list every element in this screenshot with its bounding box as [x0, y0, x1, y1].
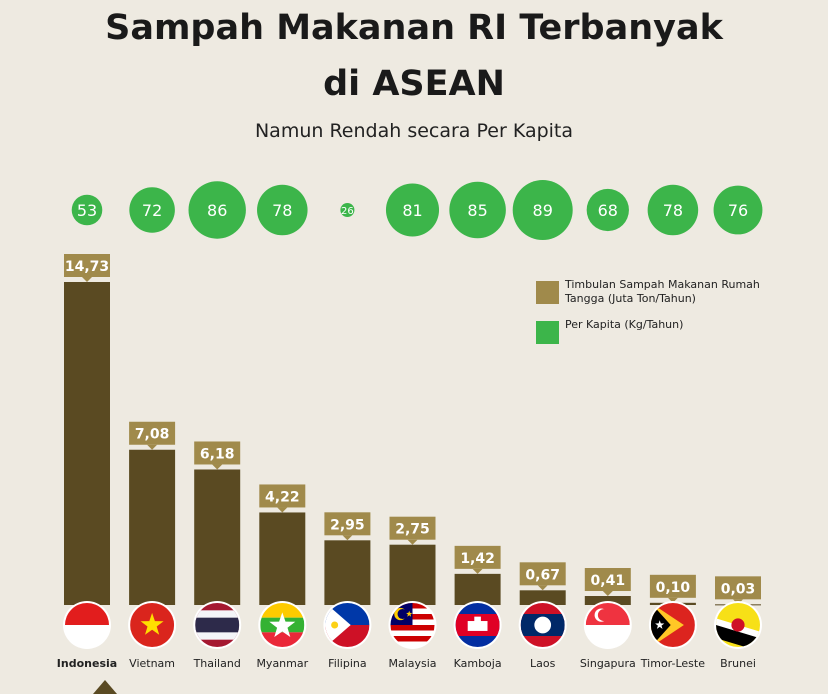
- bar-value-label-kamboja: 1,42: [460, 551, 495, 567]
- per-capita-bubble-vietnam: [129, 187, 175, 233]
- chart-legend: Timbulan Sampah Makanan Rumah Tangga (Ju…: [536, 278, 796, 356]
- per-capita-label-vietnam: 72: [142, 201, 162, 220]
- bar-indonesia: [64, 282, 110, 605]
- per-capita-label-laos: 89: [533, 201, 553, 220]
- per-capita-bubble-indonesia: [71, 194, 103, 226]
- bar-label-pointer-singapura: [602, 591, 613, 597]
- legend-swatch-per-capita: [536, 321, 559, 344]
- bar-thailand: [194, 469, 241, 605]
- bar-label-pointer-myanmar: [277, 507, 288, 513]
- legend-label-per-capita: Per Kapita (Kg/Tahun): [565, 318, 684, 331]
- bar-value-label-myanmar: 4,22: [265, 489, 300, 505]
- bar-label-pointer-indonesia: [82, 277, 92, 282]
- bar-value-label-brunei: 0,03: [721, 581, 756, 597]
- bar-label-box-kamboja: [454, 545, 501, 569]
- bar-label-box-vietnam: [129, 421, 176, 445]
- bar-value-label-laos: 0,67: [525, 567, 560, 583]
- bar-label-box-filipina: [324, 512, 371, 536]
- per-capita-bubble-laos: [512, 180, 573, 240]
- bar-label-pointer-filipina: [342, 535, 353, 541]
- per-capita-label-filipina: 26: [341, 206, 354, 217]
- bar-label-pointer-malaysia: [407, 539, 418, 545]
- legend-label-waste: Timbulan Sampah Makanan Rumah Tangga (Ju…: [565, 278, 760, 305]
- bar-label-pointer-vietnam: [147, 444, 158, 450]
- bar-laos: [519, 590, 566, 605]
- per-capita-bubble-singapura: [586, 188, 629, 232]
- per-capita-label-thailand: 86: [207, 201, 227, 220]
- highlight-pointer: [93, 680, 117, 694]
- bar-filipina: [324, 540, 371, 605]
- category-label-filipina: Filipina: [328, 657, 366, 670]
- category-label-kamboja: Kamboja: [454, 657, 502, 670]
- philippines-flag-icon: [323, 601, 372, 649]
- per-capita-label-malaysia: 81: [402, 201, 422, 220]
- category-label-singapura: Singapura: [580, 657, 636, 670]
- bar-value-label-indonesia: 14,73: [65, 259, 109, 275]
- bar-kamboja: [454, 573, 501, 605]
- per-capita-bubble-kamboja: [449, 181, 506, 239]
- category-label-vietnam: Vietnam: [129, 657, 175, 670]
- vietnam-flag-icon: [128, 601, 177, 649]
- bar-value-label-timor-leste: 0,10: [656, 580, 691, 596]
- bar-label-box-singapura: [584, 568, 631, 592]
- per-capita-bubble-filipina: [340, 203, 355, 217]
- bar-label-box-laos: [519, 562, 566, 586]
- bar-label-pointer-kamboja: [472, 568, 483, 574]
- cambodia-flag-icon: [453, 601, 502, 649]
- bar-value-label-vietnam: 7,08: [135, 427, 170, 443]
- per-capita-bubble-myanmar: [257, 184, 308, 236]
- category-label-malaysia: Malaysia: [388, 657, 436, 670]
- bar-value-label-thailand: 6,18: [200, 446, 235, 462]
- bar-label-box-myanmar: [259, 484, 306, 508]
- bar-singapura: [584, 596, 631, 605]
- bar-value-label-filipina: 2,95: [330, 517, 365, 533]
- page-title: Sampah Makanan RI Terbanyak: [105, 8, 723, 48]
- legend-item-per-capita: Per Kapita (Kg/Tahun): [536, 318, 796, 344]
- per-capita-label-singapura: 68: [598, 201, 618, 220]
- category-label-laos: Laos: [530, 657, 556, 670]
- legend-item-waste: Timbulan Sampah Makanan Rumah Tangga (Ju…: [536, 278, 796, 306]
- bar-value-label-malaysia: 2,75: [395, 522, 430, 538]
- per-capita-label-brunei: 76: [728, 201, 748, 220]
- category-label-timor-leste: Timor-Leste: [640, 657, 705, 670]
- category-label-brunei: Brunei: [720, 657, 756, 670]
- legend-swatch-waste: [536, 281, 559, 304]
- thailand-flag-icon: [193, 601, 242, 649]
- singapore-flag-icon: [583, 601, 632, 649]
- per-capita-bubble-malaysia: [385, 183, 440, 237]
- per-capita-bubble-brunei: [713, 185, 763, 235]
- bar-myanmar: [259, 512, 306, 605]
- brunei-flag-icon: [714, 601, 762, 649]
- per-capita-bubble-thailand: [188, 181, 246, 239]
- page-subtitle: Namun Rendah secara Per Kapita: [254, 120, 574, 142]
- page-title-line2: di ASEAN: [323, 64, 505, 104]
- category-label-indonesia: Indonesia: [57, 657, 117, 670]
- timor-leste-flag-icon: [648, 601, 697, 649]
- bar-label-pointer-thailand: [212, 464, 223, 470]
- per-capita-label-myanmar: 78: [272, 201, 292, 220]
- bar-label-box-timor-leste: [649, 574, 696, 598]
- bar-label-pointer-timor-leste: [667, 597, 678, 603]
- bar-vietnam: [129, 449, 176, 605]
- per-capita-bubble-timor-leste: [647, 184, 699, 236]
- laos-flag-icon: [518, 601, 567, 649]
- bar-label-box-malaysia: [389, 516, 436, 540]
- per-capita-label-indonesia: 53: [77, 201, 97, 220]
- bar-label-box-indonesia: [64, 254, 110, 277]
- bar-malaysia: [389, 544, 436, 605]
- malaysia-flag-icon: [388, 601, 437, 649]
- indonesia-flag-icon: [63, 601, 111, 649]
- bar-label-box-brunei: [715, 576, 761, 600]
- category-label-myanmar: Myanmar: [256, 657, 308, 670]
- per-capita-label-kamboja: 85: [467, 201, 487, 220]
- bar-label-box-thailand: [194, 441, 241, 465]
- per-capita-label-timor-leste: 78: [663, 201, 683, 220]
- myanmar-flag-icon: [258, 601, 307, 649]
- bar-value-label-singapura: 0,41: [591, 573, 626, 589]
- category-label-thailand: Thailand: [193, 657, 241, 670]
- bar-label-pointer-laos: [537, 585, 548, 591]
